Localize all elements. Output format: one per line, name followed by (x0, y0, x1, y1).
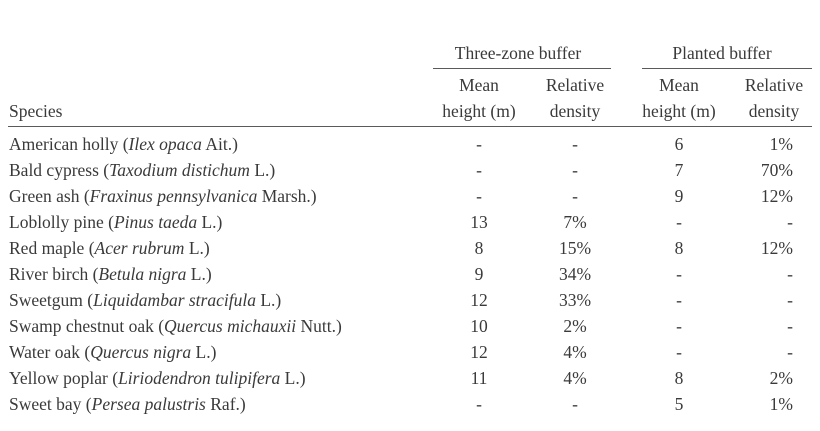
table-cell: - (787, 212, 793, 232)
table-cell: - (476, 160, 482, 180)
subheader-4-line1: Relative (744, 75, 804, 95)
species-name: Sweet bay (Persea palustris Raf.) (9, 394, 246, 414)
table-cell: - (476, 394, 482, 414)
table-cell: - (787, 342, 793, 362)
subheader-3-line2: height (m) (642, 101, 716, 121)
species-name: Bald cypress (Taxodium distichum L.) (9, 160, 276, 180)
table-cell: - (572, 394, 578, 414)
table-cell: - (787, 316, 793, 336)
table-cell: - (676, 342, 682, 362)
species-name: American holly (Ilex opaca Ait.) (9, 134, 238, 154)
table-cell: 7% (563, 212, 587, 232)
table-cell: 11 (470, 368, 488, 388)
subheader-1-line1: Mean (459, 75, 499, 95)
table-cell: 4% (563, 368, 587, 388)
table-cell: 15% (558, 238, 592, 258)
table-cell: - (787, 290, 793, 310)
group-rule-planted (642, 68, 812, 69)
table-cell: 34% (558, 264, 592, 284)
group-header-planted: Planted buffer (672, 43, 772, 63)
species-name: Green ash (Fraxinus pennsylvanica Marsh.… (9, 186, 317, 206)
table-cell: 12 (470, 290, 488, 310)
table-cell: 12% (760, 186, 793, 206)
table-cell: - (787, 264, 793, 284)
species-name: Yellow poplar (Liriodendron tulipifera L… (9, 368, 306, 388)
table-cell: 13 (470, 212, 488, 232)
table-cell: - (676, 316, 682, 336)
table-cell: 12% (760, 238, 793, 258)
table-cell: - (572, 160, 578, 180)
subheader-4-line2: density (748, 101, 800, 121)
species-name: Swamp chestnut oak (Quercus michauxii Nu… (9, 316, 342, 336)
table-cell: 9 (474, 264, 484, 284)
table-cell: 33% (558, 290, 592, 310)
table-cell: - (572, 186, 578, 206)
table-cell: - (476, 186, 482, 206)
group-rule-three-zone (433, 68, 611, 69)
table-cell: 7 (674, 160, 684, 180)
species-name: Water oak (Quercus nigra L.) (9, 342, 217, 362)
table-cell: - (476, 134, 482, 154)
table-cell: 9 (674, 186, 684, 206)
species-name: Sweetgum (Liquidambar stracifula L.) (9, 290, 282, 310)
header-rule (8, 126, 812, 127)
table-cell: 12 (470, 342, 488, 362)
table-cell: - (676, 212, 682, 232)
table-cell: - (676, 290, 682, 310)
species-name: River birch (Betula nigra L.) (9, 264, 212, 284)
table-cell: 2% (563, 316, 587, 336)
table-cell: 8 (674, 238, 684, 258)
group-header-three-zone: Three-zone buffer (454, 43, 582, 63)
table-cell: 6 (674, 134, 684, 154)
species-name: Loblolly pine (Pinus taeda L.) (9, 212, 223, 232)
table-cell: 4% (563, 342, 587, 362)
table-cell: 70% (760, 160, 793, 180)
species-header: Species (9, 101, 63, 121)
subheader-1-line2: height (m) (442, 101, 516, 121)
table-cell: - (676, 264, 682, 284)
table-cell: 8 (474, 238, 484, 258)
table-cell: 1% (769, 394, 793, 414)
table-cell: 2% (769, 368, 793, 388)
subheader-3-line1: Mean (659, 75, 699, 95)
table-cell: 10 (470, 316, 488, 336)
table-cell: 8 (674, 368, 684, 388)
subheader-2-line2: density (549, 101, 601, 121)
table-cell: 5 (674, 394, 684, 414)
table-cell: - (572, 134, 578, 154)
subheader-2-line1: Relative (545, 75, 605, 95)
table-cell: 1% (769, 134, 793, 154)
species-name: Red maple (Acer rubrum L.) (9, 238, 210, 258)
